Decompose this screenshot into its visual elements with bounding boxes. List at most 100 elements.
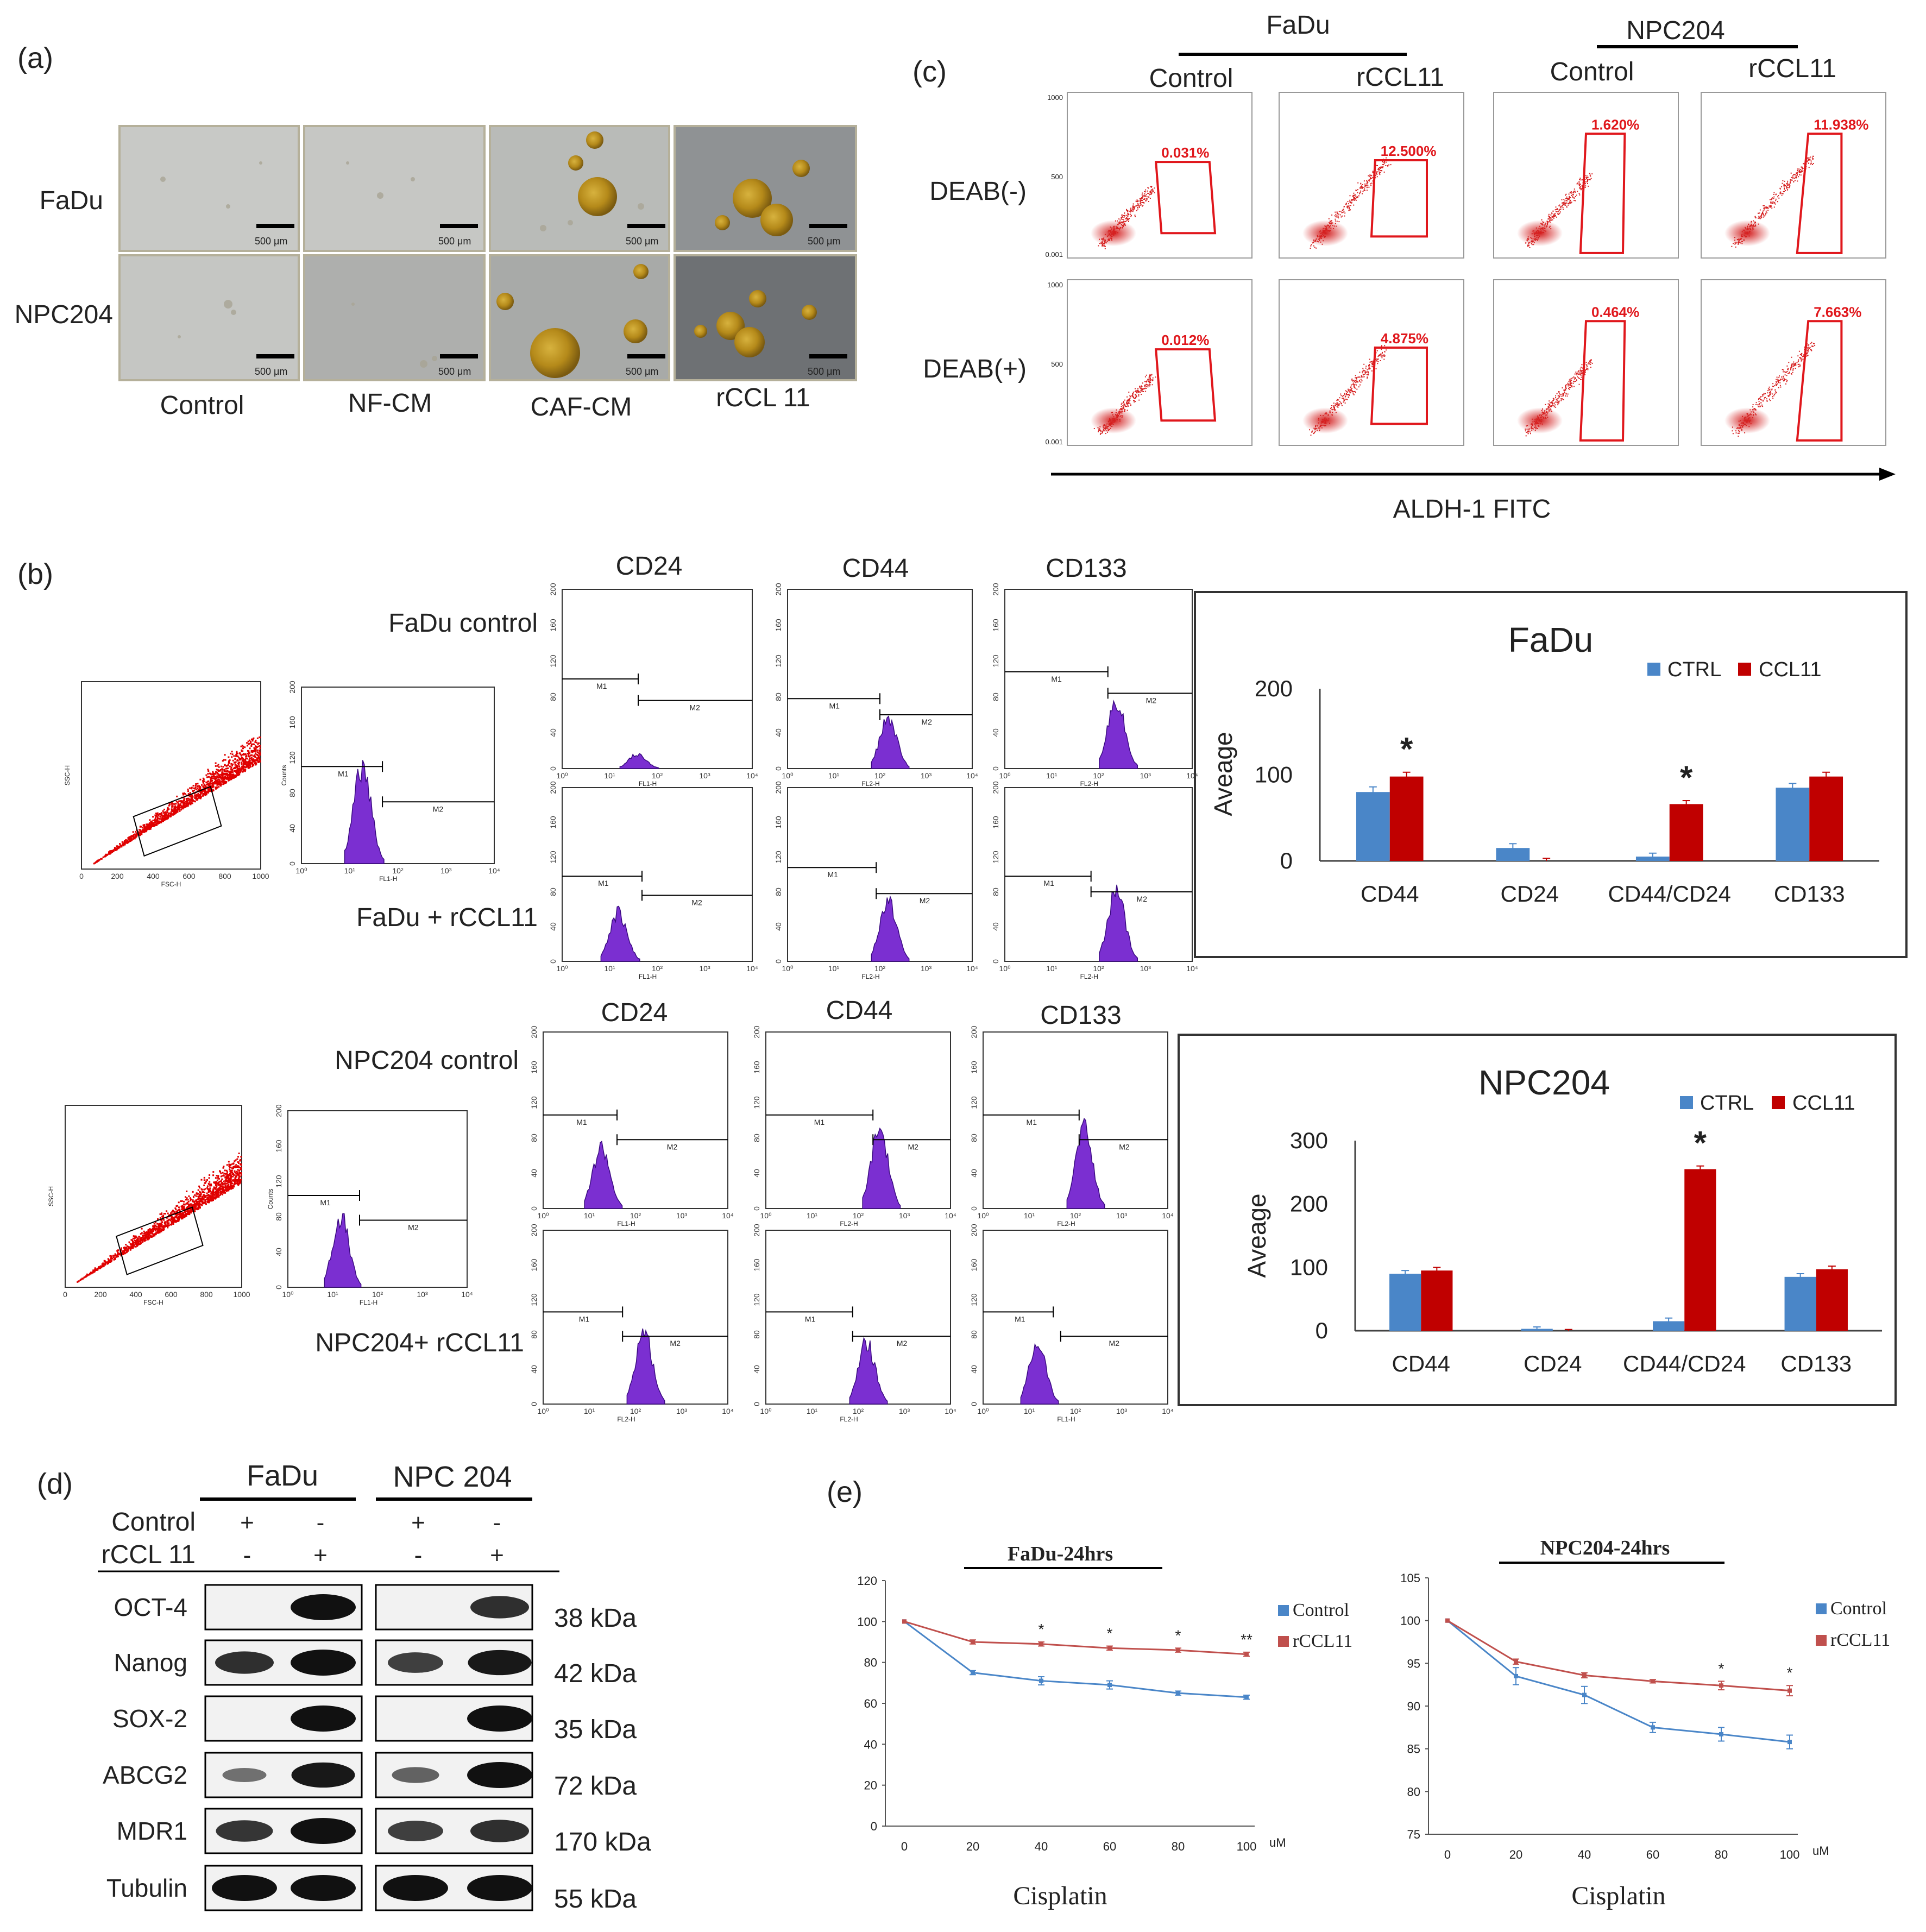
hist-frame [1004,589,1193,769]
scatter-gate [133,785,222,857]
hist-xtick: 10⁰ [760,1211,772,1220]
wb-protein-label: Nanog [114,1648,187,1677]
line-ytick: 80 [864,1656,877,1670]
facs-cloud [1091,220,1136,247]
hist-xtick: 10² [652,964,663,973]
legend-control: Control [1293,1600,1349,1620]
hist-xtick: 10⁴ [746,771,758,780]
wb-band [468,1650,532,1676]
hist-xtick: 10⁴ [1186,964,1198,973]
hist-ytick: 40 [752,1365,761,1374]
wb-kda-label: 72 kDa [554,1772,637,1801]
panel-e: (e) FaDu-24hrs Cisplatin Control rCCL11 … [827,1476,1890,1910]
hist-ytick: 200 [530,1025,538,1039]
hist-ytick: 160 [774,619,783,632]
hist-xtick: 10³ [921,771,932,780]
fadu-cd44-title: CD44 [842,554,909,583]
wb-header-rccl11: rCCL 11 [102,1540,196,1569]
hist-ytick: 200 [970,1224,978,1237]
hist-frame [1004,787,1193,962]
wb-header-control: Control [111,1508,196,1537]
wb-kda-label: 42 kDa [554,1659,637,1688]
line-xtick: 20 [966,1840,979,1853]
facs-cloud [1517,407,1563,434]
line-series-rccl11 [1447,1620,1790,1692]
scatter-xtick: 1000 [252,872,269,880]
histogram: M1 M2 10⁰ 10¹ 10² 10³ 10⁴ FL2-H 0 40 80 120 160 200 [774,781,978,980]
hist-xtick: 10³ [699,964,710,973]
hist-ytick: 0 [530,1206,538,1211]
hist-ytick: 0 [752,1402,761,1406]
histogram: M1 M2 10⁰ 10¹ 10² 10³ 10⁴ FL2-H 0 40 80 120 160 200 [970,1025,1174,1228]
wb-band [467,1762,532,1788]
hist-ytick: 120 [970,1096,978,1109]
gate-m1-label: M1 [1027,1118,1037,1127]
hist-frame [765,1230,951,1405]
scatter-xtick: 400 [129,1290,142,1299]
bar-ctrl [1776,788,1810,861]
line-significance: * [1107,1625,1113,1642]
hist-ytick: 160 [970,1061,978,1074]
col-control-1: Control [1149,64,1233,93]
hist-xtick: 10² [630,1407,641,1415]
scatter-xtick: 200 [94,1290,107,1299]
significance-star: * [1680,759,1693,796]
scatter-xtick: 0 [79,872,84,880]
hist-frame [287,1110,468,1288]
gate-m2-label: M2 [1119,1142,1130,1151]
gate-m2-label: M2 [897,1339,908,1348]
gate-m1-label: M1 [1043,879,1054,888]
scatter-xtick: 0 [63,1290,67,1299]
wb-band [291,1875,356,1901]
wb-band [388,1821,443,1841]
hist-xtick: 10³ [1116,1211,1128,1220]
bar-category-label: CD24 [1524,1351,1582,1376]
gate-m2-label: M2 [1137,895,1148,903]
row-deab-plus: DEAB(+) [923,355,1027,383]
significance-star: * [1400,731,1413,767]
hist-frame [983,1230,1168,1405]
hist-ytick: 120 [774,851,783,864]
hist-ytick: 80 [288,789,297,797]
hist-xtick: 10¹ [604,964,615,973]
hist-ytick: 160 [991,619,1000,632]
hist-xtick: 10³ [921,964,932,973]
legend-swatch-ccl11 [1772,1096,1785,1109]
wb-protein-label: SOX-2 [112,1704,187,1733]
wb-band [222,1768,267,1782]
hist-xtick: 10⁰ [295,866,307,875]
wb-band [383,1875,448,1901]
hist-ytick: 160 [288,716,297,729]
bar-ylabel: Aveage [1209,732,1237,816]
gate-m1-label: M1 [1015,1314,1025,1323]
hist-xtick: 10¹ [1024,1407,1035,1415]
hist-ytick: 160 [970,1258,978,1272]
hist-ytick: 200 [274,1104,283,1117]
hist-xtick: 10¹ [828,771,840,780]
wb-control-sign: + [411,1509,425,1536]
gate-m1-label: M1 [596,682,607,690]
hist-xlabel: FL2-H [1057,1220,1075,1228]
wb-band [467,1706,532,1732]
hist-ytick: 80 [752,1134,761,1142]
hist-ytick: 160 [752,1258,761,1272]
bar-ccl11 [1816,1269,1848,1331]
hist-xtick: 10⁰ [782,771,794,780]
hist-ytick: 40 [774,728,783,737]
hist-xtick: 10¹ [807,1211,818,1220]
facs-events [1310,157,1392,249]
hist-xtick: 10¹ [344,866,356,875]
bar-ctrl [1356,792,1390,861]
line-ytick: 60 [864,1697,877,1710]
hist-xtick: 10² [853,1407,864,1415]
hist-peak [626,1328,665,1405]
hist-xlabel: FL1-H [360,1299,377,1306]
histogram: M1 M2 10⁰ 10¹ 10² 10³ 10⁴ FL1-H 0 40 80 120 160 200 [549,781,758,980]
hist-ytick: 80 [774,693,783,701]
hist-ytick: 200 [752,1025,761,1039]
bar-category-label: CD44/CD24 [1608,881,1731,907]
scale-bar-labels: 500 μm 500 μm 500 μm 500 μm 500 μm 500 μm 5… [255,236,840,377]
histogram: M1 M2 10⁰ 10¹ 10² 10³ 10⁴ FL2-H 0 40 80 120 160 200 [752,1025,956,1228]
wb-band [392,1767,439,1783]
